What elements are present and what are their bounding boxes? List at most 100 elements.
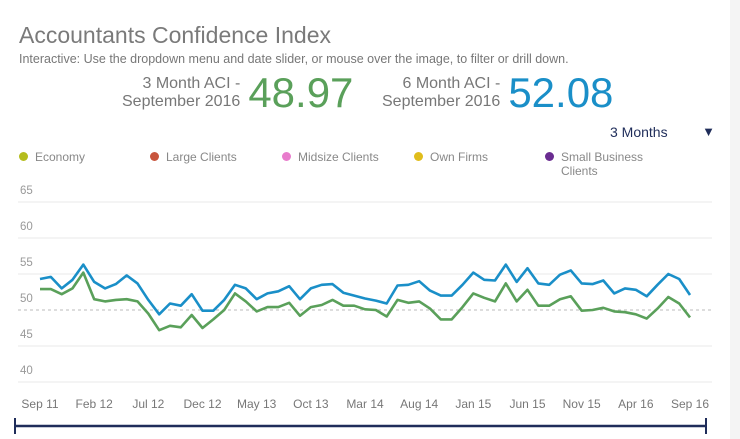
data-point[interactable] bbox=[144, 296, 152, 304]
data-point[interactable] bbox=[253, 295, 261, 303]
data-point[interactable] bbox=[426, 305, 434, 313]
data-point[interactable] bbox=[58, 290, 66, 298]
data-point[interactable] bbox=[372, 297, 380, 305]
data-point[interactable] bbox=[383, 300, 391, 308]
data-point[interactable] bbox=[686, 291, 694, 299]
data-point[interactable] bbox=[610, 289, 618, 297]
data-point[interactable] bbox=[264, 289, 272, 297]
data-point[interactable] bbox=[599, 304, 607, 312]
data-point[interactable] bbox=[350, 302, 358, 310]
data-point[interactable] bbox=[307, 303, 315, 311]
data-point[interactable] bbox=[524, 286, 532, 294]
data-point[interactable] bbox=[329, 296, 337, 304]
data-point[interactable] bbox=[339, 302, 347, 310]
data-point[interactable] bbox=[459, 303, 467, 311]
data-point[interactable] bbox=[632, 310, 640, 318]
data-point[interactable] bbox=[469, 269, 477, 277]
data-point[interactable] bbox=[394, 296, 402, 304]
data-point[interactable] bbox=[166, 300, 174, 308]
data-point[interactable] bbox=[134, 279, 142, 287]
data-point[interactable] bbox=[242, 297, 250, 305]
data-point[interactable] bbox=[459, 281, 467, 289]
data-point[interactable] bbox=[404, 299, 412, 307]
data-point[interactable] bbox=[426, 287, 434, 295]
data-point[interactable] bbox=[199, 324, 207, 332]
data-point[interactable] bbox=[686, 313, 694, 321]
data-point[interactable] bbox=[545, 302, 553, 310]
data-point[interactable] bbox=[394, 282, 402, 290]
data-point[interactable] bbox=[79, 261, 87, 269]
data-point[interactable] bbox=[513, 297, 521, 305]
data-point[interactable] bbox=[220, 296, 228, 304]
data-point[interactable] bbox=[415, 277, 423, 285]
data-point[interactable] bbox=[47, 285, 55, 293]
data-point[interactable] bbox=[524, 264, 532, 272]
data-point[interactable] bbox=[123, 271, 131, 279]
legend-item-midsize-clients[interactable]: Midsize Clients bbox=[282, 150, 379, 164]
data-point[interactable] bbox=[448, 292, 456, 300]
data-point[interactable] bbox=[621, 284, 629, 292]
data-point[interactable] bbox=[69, 284, 77, 292]
data-point[interactable] bbox=[155, 326, 163, 334]
data-point[interactable] bbox=[36, 285, 44, 293]
data-point[interactable] bbox=[285, 299, 293, 307]
period-dropdown[interactable]: 3 Months ▼ bbox=[610, 124, 715, 140]
data-point[interactable] bbox=[361, 294, 369, 302]
data-point[interactable] bbox=[621, 308, 629, 316]
data-point[interactable] bbox=[589, 306, 597, 314]
data-point[interactable] bbox=[231, 281, 239, 289]
data-point[interactable] bbox=[264, 303, 272, 311]
data-point[interactable] bbox=[437, 315, 445, 323]
data-point[interactable] bbox=[491, 297, 499, 305]
data-point[interactable] bbox=[480, 294, 488, 302]
data-point[interactable] bbox=[296, 312, 304, 320]
data-point[interactable] bbox=[134, 297, 142, 305]
data-point[interactable] bbox=[101, 284, 109, 292]
data-point[interactable] bbox=[480, 276, 488, 284]
data-point[interactable] bbox=[231, 289, 239, 297]
legend-item-economy[interactable]: Economy bbox=[19, 150, 85, 164]
data-point[interactable] bbox=[534, 279, 542, 287]
data-point[interactable] bbox=[274, 287, 282, 295]
data-point[interactable] bbox=[578, 279, 586, 287]
data-point[interactable] bbox=[253, 307, 261, 315]
data-point[interactable] bbox=[36, 275, 44, 283]
data-point[interactable] bbox=[339, 289, 347, 297]
legend-item-small-business-clients[interactable]: Small Business Clients bbox=[545, 150, 645, 178]
data-point[interactable] bbox=[675, 275, 683, 283]
data-point[interactable] bbox=[372, 306, 380, 314]
data-point[interactable] bbox=[285, 282, 293, 290]
data-point[interactable] bbox=[556, 271, 564, 279]
data-point[interactable] bbox=[545, 281, 553, 289]
data-point[interactable] bbox=[448, 315, 456, 323]
data-point[interactable] bbox=[350, 292, 358, 300]
data-point[interactable] bbox=[123, 295, 131, 303]
data-point[interactable] bbox=[361, 305, 369, 313]
data-point[interactable] bbox=[664, 270, 672, 278]
data-point[interactable] bbox=[144, 310, 152, 318]
data-point[interactable] bbox=[329, 280, 337, 288]
data-point[interactable] bbox=[567, 292, 575, 300]
data-point[interactable] bbox=[79, 269, 87, 277]
data-point[interactable] bbox=[296, 295, 304, 303]
data-point[interactable] bbox=[318, 281, 326, 289]
data-point[interactable] bbox=[220, 306, 228, 314]
data-point[interactable] bbox=[383, 312, 391, 320]
data-point[interactable] bbox=[654, 281, 662, 289]
data-point[interactable] bbox=[242, 284, 250, 292]
data-point[interactable] bbox=[556, 295, 564, 303]
data-point[interactable] bbox=[567, 266, 575, 274]
data-point[interactable] bbox=[415, 297, 423, 305]
data-point[interactable] bbox=[632, 286, 640, 294]
data-point[interactable] bbox=[654, 305, 662, 313]
data-point[interactable] bbox=[664, 293, 672, 301]
data-point[interactable] bbox=[502, 279, 510, 287]
data-point[interactable] bbox=[101, 297, 109, 305]
data-point[interactable] bbox=[47, 273, 55, 281]
data-point[interactable] bbox=[177, 323, 185, 331]
data-point[interactable] bbox=[209, 315, 217, 323]
data-point[interactable] bbox=[675, 300, 683, 308]
data-point[interactable] bbox=[188, 290, 196, 298]
data-point[interactable] bbox=[90, 295, 98, 303]
